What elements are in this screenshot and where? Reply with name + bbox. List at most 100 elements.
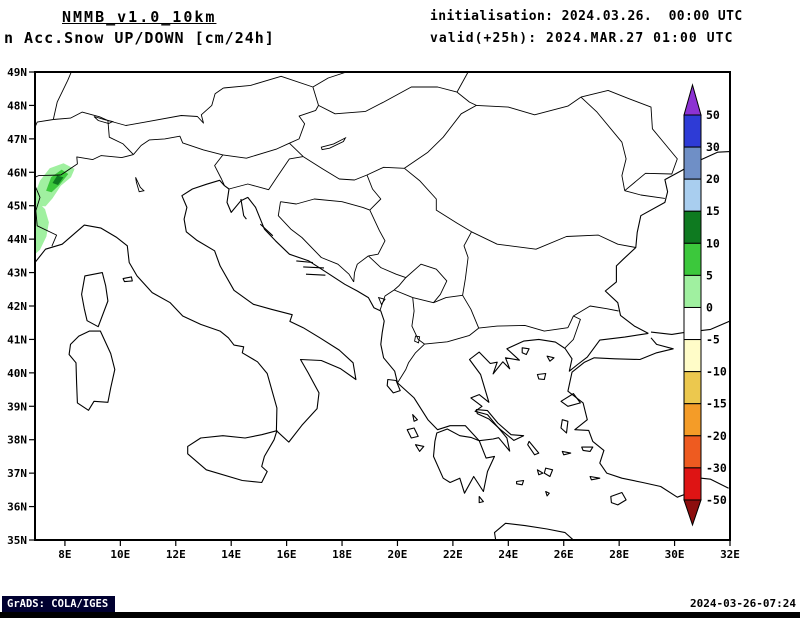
initialisation-time: initialisation: 2024.03.26. 00:00 UTC bbox=[430, 9, 743, 24]
lake bbox=[320, 136, 347, 151]
colorbar-segment bbox=[683, 242, 702, 276]
lon-tick-label: 24E bbox=[498, 548, 518, 561]
lat-tick-label: 40N bbox=[7, 367, 27, 380]
country-border bbox=[133, 135, 224, 156]
country-border bbox=[228, 156, 304, 191]
colorbar-segment bbox=[683, 339, 702, 373]
coastline-sicily bbox=[187, 430, 278, 484]
coastline-paros bbox=[536, 469, 544, 476]
colorbar-segment bbox=[683, 371, 702, 405]
colorbar-label: -20 bbox=[706, 429, 727, 443]
coastline-black-sea-south bbox=[650, 320, 730, 335]
snow-shading-alps-core-dark bbox=[52, 175, 64, 185]
colorbar-label: 50 bbox=[706, 108, 720, 122]
country-border bbox=[280, 198, 370, 211]
bottom-bar bbox=[0, 612, 800, 618]
coastline-samothrace bbox=[546, 355, 555, 362]
country-border bbox=[107, 87, 224, 126]
lon-tick-label: 32E bbox=[720, 548, 740, 561]
coastline-cres bbox=[240, 198, 247, 220]
country-border bbox=[411, 297, 425, 345]
country-border bbox=[107, 120, 134, 155]
lake bbox=[377, 296, 386, 306]
colorbar-label: -10 bbox=[706, 365, 727, 379]
coastline-milos bbox=[516, 479, 525, 486]
lon-tick-label: 20E bbox=[388, 548, 408, 561]
coastline-santorini bbox=[545, 490, 550, 497]
coastline-lefkada bbox=[412, 414, 418, 422]
country-border bbox=[53, 111, 109, 121]
coastline-pag bbox=[259, 223, 274, 237]
colorbar-segment bbox=[683, 306, 702, 341]
country-border bbox=[214, 154, 225, 186]
lat-tick-label: 45N bbox=[7, 200, 27, 213]
country-border bbox=[289, 142, 304, 157]
map-layers bbox=[35, 72, 730, 540]
colorbar-below-min bbox=[683, 499, 702, 527]
lon-tick-label: 10E bbox=[110, 548, 130, 561]
colorbar-label: -15 bbox=[706, 397, 727, 411]
colorbar-segment bbox=[683, 274, 702, 308]
coastline-sardinia bbox=[68, 330, 116, 411]
coastline-kefalonia bbox=[406, 427, 419, 439]
colorbar-label: -30 bbox=[706, 461, 727, 475]
coastline-elba bbox=[122, 276, 133, 283]
coastline-zakynthos bbox=[414, 444, 425, 452]
lon-tick-label: 22E bbox=[443, 548, 463, 561]
country-border bbox=[405, 263, 448, 303]
colorbar-segment bbox=[683, 114, 702, 148]
country-border bbox=[312, 86, 319, 106]
coastline-brac bbox=[296, 260, 313, 264]
country-border bbox=[35, 185, 58, 247]
lon-tick-label: 26E bbox=[554, 548, 574, 561]
country-border bbox=[366, 166, 405, 176]
colorbar-label: 20 bbox=[706, 172, 720, 186]
colorbar-label: 10 bbox=[706, 236, 720, 250]
country-border bbox=[379, 289, 395, 311]
lat-tick-label: 38N bbox=[7, 434, 27, 447]
lat-tick-label: 37N bbox=[7, 467, 27, 480]
colorbar-segment bbox=[683, 146, 702, 180]
country-border bbox=[223, 75, 314, 89]
colorbar-segment bbox=[683, 178, 702, 212]
lon-tick-label: 18E bbox=[332, 548, 352, 561]
country-border bbox=[412, 294, 463, 304]
lat-tick-label: 48N bbox=[7, 99, 27, 112]
country-border bbox=[397, 343, 425, 384]
lake bbox=[93, 116, 114, 124]
product-title: n Acc.Snow UP/DOWN [cm/24h] bbox=[4, 29, 275, 47]
country-border bbox=[462, 231, 472, 296]
lon-tick-label: 16E bbox=[277, 548, 297, 561]
lat-tick-label: 35N bbox=[7, 534, 27, 547]
lake bbox=[135, 177, 145, 193]
coastline-chios bbox=[560, 419, 569, 434]
country-border bbox=[462, 295, 480, 329]
country-border bbox=[624, 190, 665, 199]
country-border bbox=[476, 96, 582, 116]
lon-tick-label: 14E bbox=[221, 548, 241, 561]
colorbar-above-max bbox=[683, 83, 702, 116]
colorbar-label: 15 bbox=[706, 204, 720, 218]
country-border bbox=[404, 167, 472, 233]
coastline-istria-dalmatia-greece-west bbox=[224, 185, 480, 442]
lat-tick-label: 44N bbox=[7, 233, 27, 246]
lon-tick-label: 8E bbox=[58, 548, 71, 561]
country-border bbox=[366, 174, 382, 211]
model-title: NMMB_v1.0_10km bbox=[62, 8, 217, 26]
valid-time: valid(+25h): 2024.MAR.27 01:00 UTC bbox=[430, 31, 734, 46]
country-border bbox=[580, 89, 678, 192]
country-border bbox=[564, 315, 581, 349]
country-border bbox=[222, 142, 290, 159]
country-border bbox=[35, 174, 61, 178]
country-border bbox=[368, 209, 386, 257]
colorbar-segment bbox=[683, 467, 702, 501]
coastline-korcula bbox=[305, 273, 326, 276]
colorbar-segment bbox=[683, 403, 702, 437]
coastline-riviera-italy-adriatic bbox=[35, 179, 357, 443]
coastline-thasos bbox=[521, 347, 530, 356]
country-border bbox=[277, 201, 355, 283]
lon-tick-label: 28E bbox=[609, 548, 629, 561]
country-border bbox=[289, 105, 319, 144]
country-border bbox=[60, 154, 134, 176]
